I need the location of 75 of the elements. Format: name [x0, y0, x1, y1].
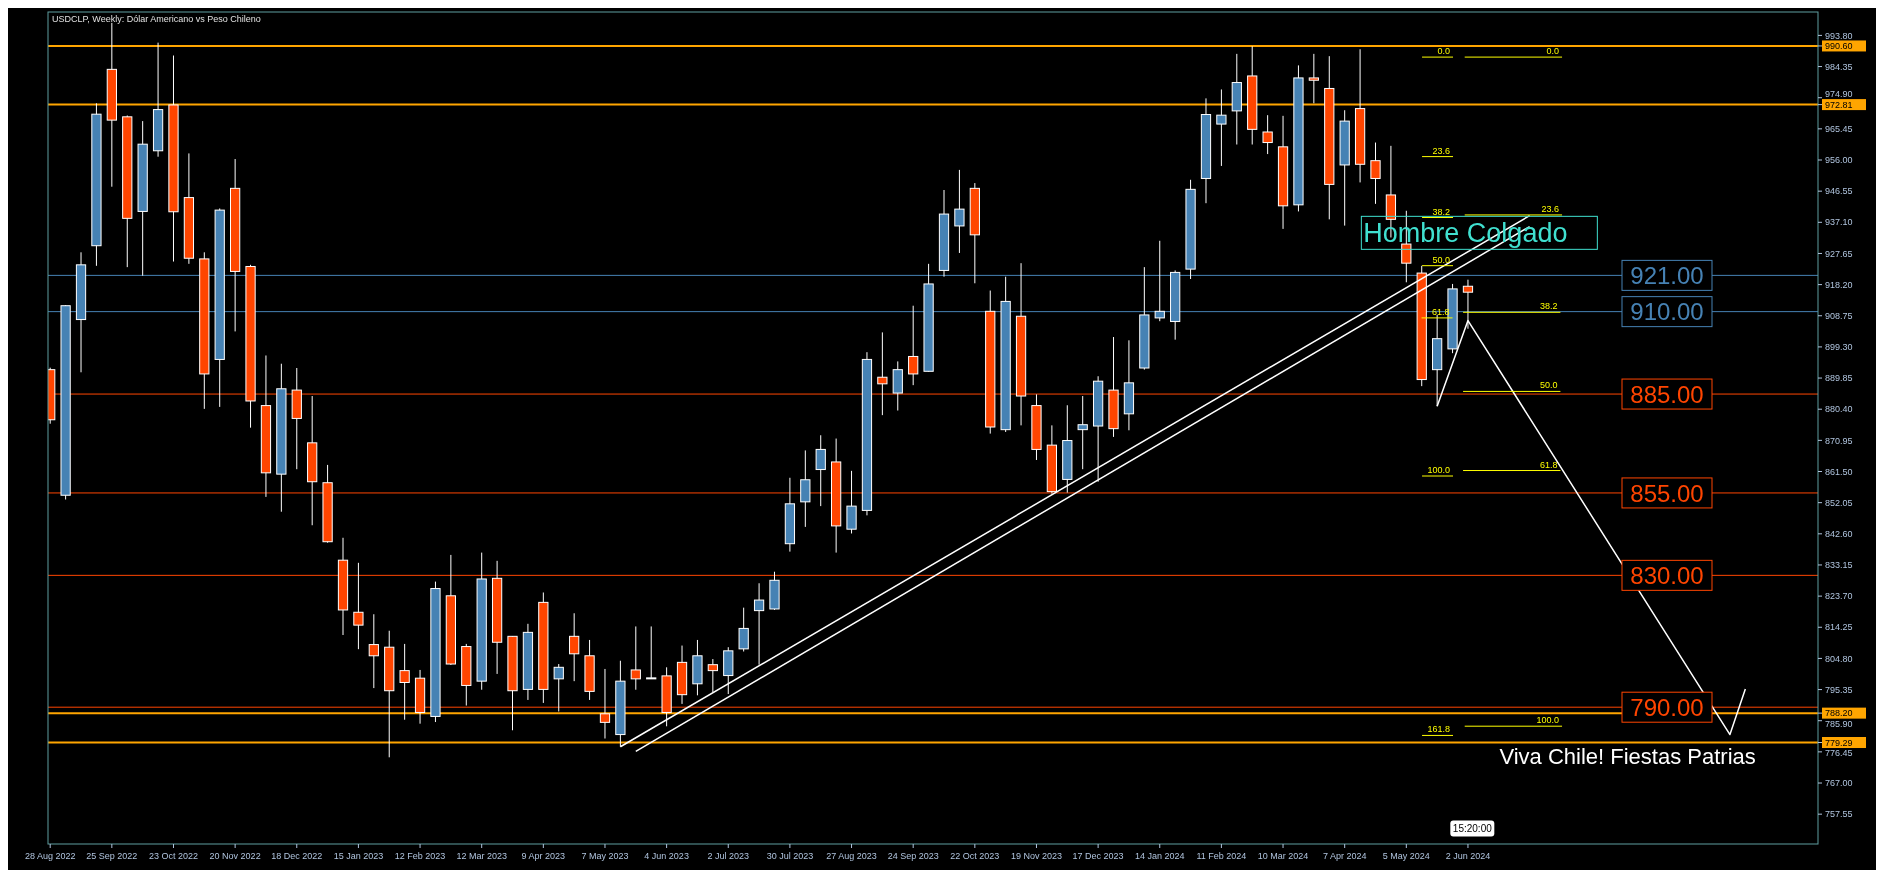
y-tick-label: 918.20 — [1825, 279, 1853, 290]
y-tick-label: 870.95 — [1825, 435, 1853, 446]
y-tick-label: 937.10 — [1825, 217, 1853, 228]
ref-line-label: 830.00 — [1630, 561, 1704, 589]
annotation: 15:20:00 — [1452, 822, 1493, 834]
x-tick-label: 30 Jul 2023 — [766, 851, 814, 861]
x-tick-label: 20 Nov 2022 — [209, 851, 261, 861]
y-tick-label: 776.45 — [1825, 748, 1853, 759]
annotation: 50.0 — [1432, 254, 1451, 265]
annotation: 38.2 — [1432, 206, 1451, 217]
x-tick-label: 10 Mar 2024 — [1257, 851, 1309, 861]
y-tick-label: 795.35 — [1825, 684, 1853, 695]
x-tick-label: 24 Sep 2023 — [887, 851, 939, 861]
annotation: 0.0 — [1546, 46, 1560, 57]
x-tick-label: 22 Oct 2023 — [950, 851, 1000, 861]
x-tick-label: 12 Feb 2023 — [394, 851, 446, 861]
x-tick-label: 17 Dec 2023 — [1072, 851, 1124, 861]
x-tick-label: 12 Mar 2023 — [456, 851, 507, 861]
y-tick-label: 946.55 — [1825, 186, 1853, 197]
annotation: 61.8 — [1539, 459, 1558, 470]
y-tick-label: 908.75 — [1825, 310, 1853, 321]
y-tick-label: 788.20 — [1825, 708, 1853, 719]
y-tick-label: 990.60 — [1825, 41, 1853, 52]
x-tick-label: 14 Jan 2024 — [1134, 851, 1185, 861]
y-tick-label: 974.90 — [1825, 89, 1853, 100]
y-tick-label: 767.00 — [1825, 778, 1853, 789]
x-tick-label: 5 May 2024 — [1382, 851, 1430, 861]
y-tick-label: 880.40 — [1825, 404, 1853, 415]
y-tick-label: 779.29 — [1825, 737, 1853, 748]
annotation: 38.2 — [1539, 301, 1558, 312]
ref-line-label: 790.00 — [1630, 693, 1704, 721]
y-tick-label: 861.50 — [1825, 466, 1853, 477]
x-tick-label: 18 Dec 2022 — [271, 851, 323, 861]
ref-line-label: 921.00 — [1630, 262, 1704, 290]
annotation: 100.0 — [1536, 715, 1560, 726]
y-tick-label: 956.00 — [1825, 155, 1853, 166]
y-tick-label: 972.81 — [1825, 99, 1853, 110]
x-tick-label: 7 Apr 2024 — [1322, 851, 1367, 861]
annotation: Viva Chile! Fiestas Patrias — [1499, 744, 1756, 770]
x-tick-label: 7 May 2023 — [581, 851, 629, 861]
x-tick-label: 2 Jun 2024 — [1445, 851, 1491, 861]
x-tick-label: 11 Feb 2024 — [1196, 851, 1247, 861]
x-tick-label: 27 Aug 2023 — [826, 851, 877, 861]
y-tick-label: 993.80 — [1825, 30, 1853, 41]
x-tick-label: 2 Jul 2023 — [707, 851, 750, 861]
y-tick-label: 842.60 — [1825, 528, 1853, 539]
annotation: 50.0 — [1539, 380, 1558, 391]
x-tick-label: 25 Sep 2022 — [86, 851, 138, 861]
annotation: 23.6 — [1432, 145, 1451, 156]
y-tick-label: 833.15 — [1825, 560, 1853, 571]
x-tick-label: 15 Jan 2023 — [333, 851, 384, 861]
x-tick-label: 19 Nov 2023 — [1010, 851, 1062, 861]
annotation: 23.6 — [1541, 203, 1560, 214]
annotation: 0.0 — [1437, 46, 1451, 57]
y-tick-label: 899.30 — [1825, 342, 1853, 353]
ref-line-label: 855.00 — [1630, 479, 1704, 507]
y-tick-label: 965.45 — [1825, 124, 1853, 135]
y-tick-label: 984.35 — [1825, 61, 1853, 72]
y-tick-label: 889.85 — [1825, 373, 1853, 384]
y-tick-label: 814.25 — [1825, 622, 1853, 633]
annotation: 161.8 — [1427, 724, 1451, 735]
y-tick-label: 757.55 — [1825, 809, 1853, 820]
y-tick-label: 785.90 — [1825, 718, 1853, 729]
x-tick-label: 4 Jun 2023 — [644, 851, 689, 861]
x-tick-label: 28 Aug 2022 — [24, 851, 76, 861]
x-tick-label: 23 Oct 2022 — [148, 851, 199, 861]
y-tick-label: 804.80 — [1825, 653, 1853, 664]
y-tick-label: 823.70 — [1825, 591, 1853, 602]
ref-line-label: 910.00 — [1630, 298, 1704, 326]
y-tick-label: 927.65 — [1825, 248, 1853, 259]
ref-line-label: 885.00 — [1630, 380, 1704, 408]
x-tick-label: 9 Apr 2023 — [521, 851, 566, 861]
y-tick-label: 852.05 — [1825, 497, 1853, 508]
chart-title: USDCLP, Weekly: Dólar Americano vs Peso Chileno — [52, 14, 261, 24]
annotation: 100.0 — [1427, 465, 1451, 476]
